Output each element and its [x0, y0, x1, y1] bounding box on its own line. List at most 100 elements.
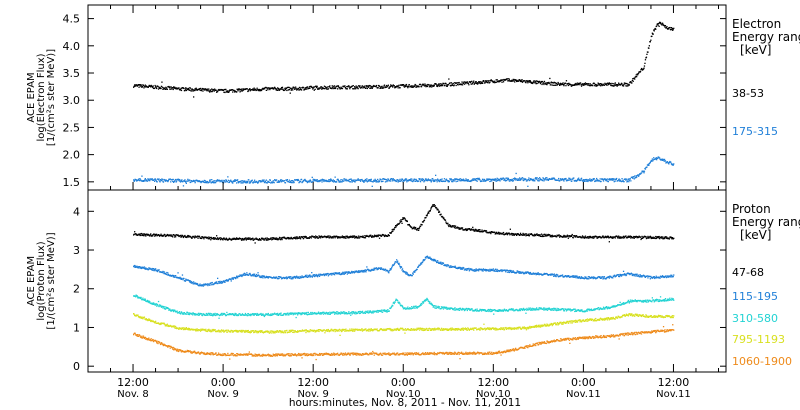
data-point: [204, 181, 206, 184]
data-point: [441, 263, 443, 265]
data-point: [355, 237, 357, 239]
data-point: [301, 313, 303, 315]
data-point: [226, 181, 228, 183]
data-point: [175, 88, 177, 90]
data-point: [269, 238, 271, 240]
data-point: [169, 178, 171, 180]
data-point: [446, 265, 448, 268]
data-point: [635, 74, 637, 76]
data-point: [393, 228, 395, 230]
data-point: [324, 274, 327, 276]
data-point: [338, 181, 341, 183]
data-point: [380, 179, 382, 181]
data-point: [288, 181, 290, 183]
data-point: [257, 182, 259, 184]
data-point: [274, 237, 276, 239]
data-point: [427, 256, 429, 258]
data-point: [291, 88, 293, 90]
data-point: [379, 234, 382, 236]
data-point: [658, 277, 660, 279]
data-point: [199, 283, 201, 285]
data-point: [263, 239, 266, 241]
data-point: [179, 276, 181, 278]
data-point: [621, 178, 623, 180]
data-point: [500, 177, 502, 179]
data-point: [479, 82, 482, 85]
data-point: [506, 78, 509, 80]
data-point: [587, 84, 589, 86]
data-point: [217, 237, 219, 239]
data-point: [217, 90, 219, 93]
data-point: [220, 180, 223, 182]
data-point: [669, 276, 671, 278]
data-point: [236, 275, 238, 277]
data-point: [303, 180, 305, 182]
data-point: [139, 297, 142, 299]
data-point: [167, 307, 169, 309]
data-point: [302, 180, 304, 183]
data-point: [324, 86, 327, 88]
data-point: [572, 237, 574, 239]
data-point: [317, 311, 320, 313]
data-point: [287, 312, 289, 314]
data-point: [654, 237, 656, 240]
data-point: [153, 178, 155, 181]
data-point: [160, 87, 162, 90]
data-point: [452, 82, 454, 84]
data-point: [655, 157, 657, 159]
data-point: [289, 313, 291, 315]
data-point: [448, 225, 450, 228]
data-point: [192, 283, 194, 285]
data-point: [433, 180, 435, 183]
data-point: [359, 179, 361, 181]
data-point: [662, 275, 665, 278]
data-point: [655, 235, 657, 238]
data-point: [411, 275, 413, 277]
data-point: [590, 178, 592, 181]
data-point: [633, 274, 635, 276]
data-point: [516, 178, 518, 180]
data-point: [152, 86, 154, 89]
data-point: [426, 85, 428, 88]
data-point: [368, 312, 370, 314]
data-point: [483, 80, 485, 82]
data-point: [215, 237, 217, 239]
data-point: [592, 277, 594, 280]
data-point: [173, 181, 175, 183]
data-point: [558, 83, 560, 85]
data-point: [285, 276, 287, 278]
data-point: [383, 84, 386, 86]
data-point: [441, 83, 443, 86]
data-point: [601, 276, 604, 278]
data-point: [368, 310, 370, 312]
legend-title-line: Electron: [732, 17, 781, 31]
data-point: [395, 226, 397, 228]
data-point: [364, 270, 366, 272]
data-point: [179, 313, 182, 315]
data-point: [419, 264, 421, 266]
data-point: [537, 273, 539, 275]
data-point: [233, 180, 235, 183]
data-point: [162, 181, 165, 183]
data-point: [620, 180, 623, 183]
data-point: [429, 257, 431, 259]
data-point: [430, 208, 432, 210]
data-point: [545, 179, 548, 181]
data-point: [626, 180, 629, 182]
data-point: [249, 90, 251, 92]
data-point: [576, 275, 578, 277]
data-point: [182, 236, 185, 239]
data-point: [251, 89, 253, 91]
data-point: [461, 81, 463, 83]
data-point: [665, 237, 668, 239]
data-point: [168, 309, 170, 311]
data-point: [559, 275, 561, 278]
data-point: [312, 274, 314, 276]
data-point: [330, 272, 332, 275]
data-point: [219, 280, 221, 282]
data-point: [587, 278, 589, 280]
data-point: [588, 83, 590, 85]
data-point: [545, 83, 547, 85]
data-point: [642, 68, 645, 70]
data-point: [498, 81, 501, 83]
